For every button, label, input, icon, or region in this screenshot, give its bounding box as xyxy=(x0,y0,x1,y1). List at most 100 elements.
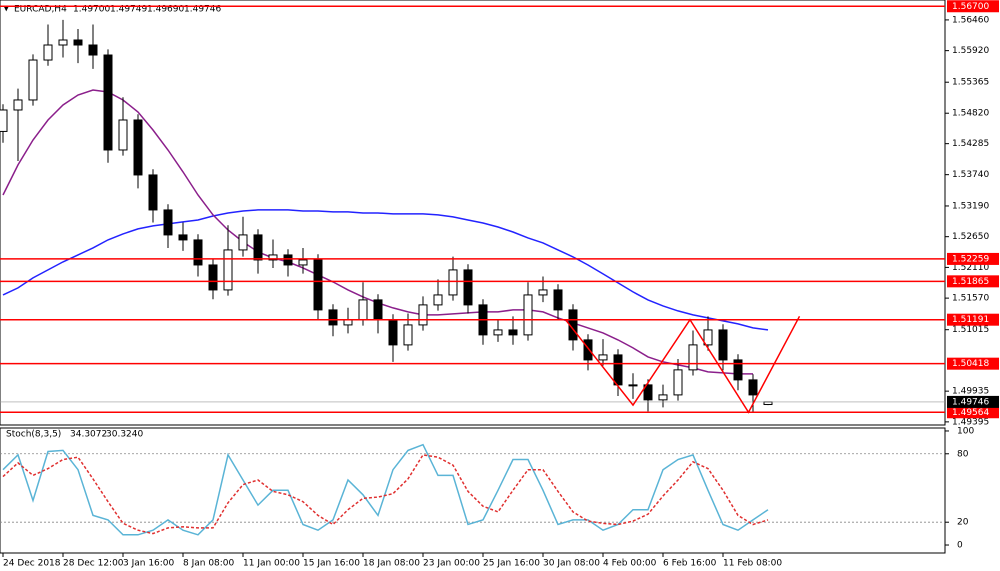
x-tick-label: 11 Jan 00:00 xyxy=(243,559,300,569)
stoch-d: 30.3240 xyxy=(106,430,143,440)
x-tick-label: 3 Jan 16:00 xyxy=(123,559,175,569)
moving-average xyxy=(2,209,769,331)
last-price-label: 1.49746 xyxy=(952,397,989,407)
candle-body xyxy=(418,304,428,326)
zigzag xyxy=(564,315,801,414)
y-tick-label: 100 xyxy=(957,426,974,436)
candle-body xyxy=(0,109,8,132)
x-tick-label: 15 Jan 16:00 xyxy=(303,559,360,569)
level-label: 1.49564 xyxy=(952,408,989,418)
candle-body xyxy=(538,289,548,296)
stoch-line xyxy=(2,443,769,536)
y-tick-label: 1.55365 xyxy=(952,78,989,88)
x-tick-label: 23 Jan 00:00 xyxy=(423,559,480,569)
candle-body xyxy=(523,294,533,336)
x-tick-label: 6 Feb 16:00 xyxy=(663,559,717,569)
candle-body xyxy=(13,99,23,111)
candle-body xyxy=(358,299,368,321)
ohlc-high: 1.49749 xyxy=(110,5,147,15)
last-price-box xyxy=(947,395,999,408)
candle-body xyxy=(283,254,293,266)
y-tick-label: 1.51015 xyxy=(952,325,989,335)
x-tick-label: 8 Jan 08:00 xyxy=(183,559,235,569)
candle-body xyxy=(58,39,68,46)
candle-body xyxy=(658,394,668,401)
candle-body xyxy=(448,269,458,296)
level-box xyxy=(947,0,999,13)
candle-body xyxy=(103,54,113,151)
candle-body xyxy=(343,319,353,326)
candle-body xyxy=(463,269,473,306)
candle-body xyxy=(433,294,443,306)
candle-body xyxy=(733,359,743,381)
candle-body xyxy=(163,209,173,236)
stoch-title: Stoch(8,3,5) xyxy=(6,430,61,440)
ohlc-low: 1.49690 xyxy=(147,5,184,15)
candle-body xyxy=(193,239,203,266)
x-tick-label: 11 Feb 08:00 xyxy=(723,559,782,569)
candle-body xyxy=(178,234,188,241)
level-box xyxy=(947,406,999,419)
candle-body xyxy=(298,259,308,266)
x-tick-label: 24 Dec 2018 xyxy=(3,559,61,569)
y-tick-label: 1.52650 xyxy=(952,232,989,242)
y-tick-label: 1.49935 xyxy=(952,387,989,397)
x-tick-label: 4 Feb 00:00 xyxy=(603,559,657,569)
candle-body xyxy=(133,119,143,176)
x-tick-label: 25 Jan 16:00 xyxy=(483,559,540,569)
y-tick-label: 1.51570 xyxy=(952,294,989,304)
level-box xyxy=(947,252,999,265)
candle-body xyxy=(673,369,683,396)
y-tick-label: 1.53740 xyxy=(952,170,989,180)
y-tick-label: 1.56460 xyxy=(952,15,989,25)
level-box xyxy=(947,313,999,326)
candle-body xyxy=(763,401,773,406)
menu-arrow: ▾ xyxy=(4,5,9,15)
ohlc-close: 1.49746 xyxy=(184,5,221,15)
candle-body xyxy=(253,234,263,261)
main-plot xyxy=(0,19,773,413)
candle-body xyxy=(208,264,218,291)
y-tick-label: 0 xyxy=(957,541,963,551)
candle-body xyxy=(508,329,518,336)
candle-body xyxy=(73,39,83,46)
candle-body xyxy=(613,354,623,386)
candle-body xyxy=(403,324,413,346)
y-tick-label: 1.52110 xyxy=(952,263,989,273)
candle-body xyxy=(43,44,53,61)
level-label: 1.50418 xyxy=(952,359,989,369)
candle-body xyxy=(28,59,38,101)
candle-body xyxy=(238,234,248,251)
stoch-line xyxy=(2,454,769,535)
y-tick-label: 1.54820 xyxy=(952,109,989,119)
candle-body xyxy=(643,384,653,401)
level-label: 1.52259 xyxy=(952,254,989,264)
x-tick-label: 28 Dec 12:00 xyxy=(63,559,124,569)
y-tick-label: 1.49395 xyxy=(952,417,989,427)
candle-body xyxy=(313,259,323,311)
level-label: 1.51865 xyxy=(952,277,989,287)
candle-body xyxy=(493,329,503,336)
candle-body xyxy=(598,354,608,361)
stoch-k: 34.3072 xyxy=(70,430,107,440)
level-box xyxy=(947,357,999,370)
candle-body xyxy=(628,384,638,387)
x-tick-label: 18 Jan 08:00 xyxy=(363,559,420,569)
candle-body xyxy=(268,254,278,261)
candle-body xyxy=(388,319,398,346)
candle-body xyxy=(748,379,758,396)
candle-body xyxy=(583,339,593,361)
y-tick-label: 1.53190 xyxy=(952,201,989,211)
candle-body xyxy=(553,289,563,311)
ohlc-open: 1.49700 xyxy=(73,5,110,15)
level-label: 1.56700 xyxy=(952,2,989,12)
main-panel xyxy=(0,0,946,426)
candle-body xyxy=(328,309,338,326)
candle-body xyxy=(148,174,158,211)
candle-body xyxy=(718,329,728,361)
y-tick-label: 80 xyxy=(957,449,969,459)
candle-body xyxy=(223,249,233,291)
candle-body xyxy=(373,299,383,321)
